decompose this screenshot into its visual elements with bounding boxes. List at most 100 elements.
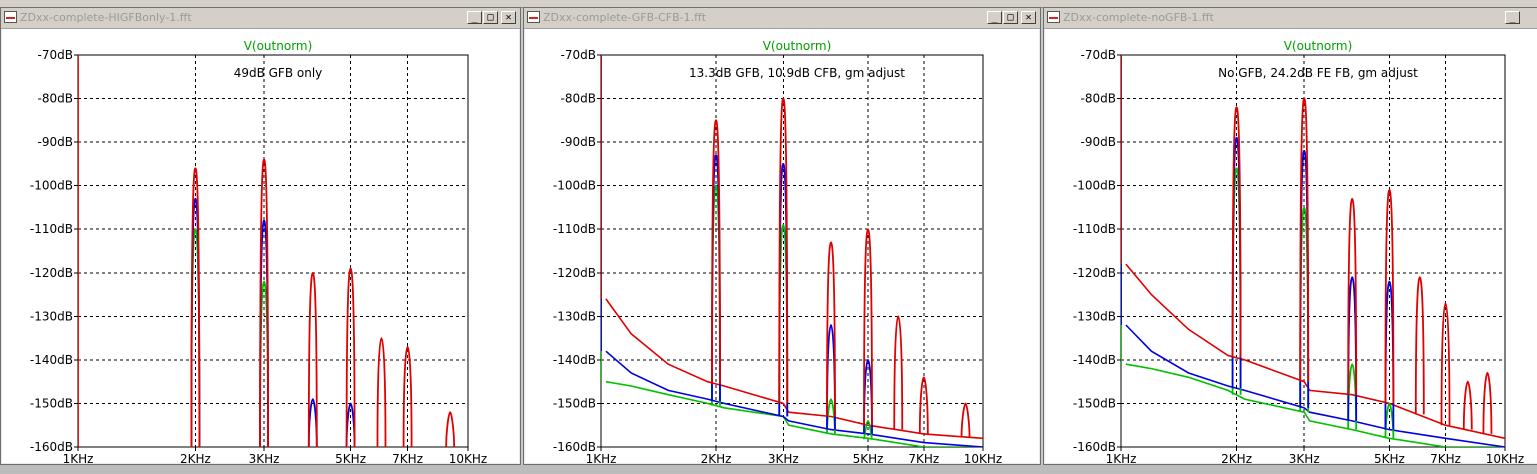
plot-traces [78, 55, 456, 447]
plot-traces [1121, 55, 1505, 447]
y-tick-label: -120dB [553, 266, 596, 280]
chart-annotation: 13.3dB GFB, 10.9dB CFB, gm adjust [689, 66, 905, 80]
chart-annotation: 49dB GFB only [234, 66, 323, 80]
peak-blue [307, 398, 318, 447]
x-tick-label: 7KHz [392, 452, 423, 463]
x-tick-label: 10KHz [1486, 452, 1524, 463]
x-tick-label: 7KHz [908, 452, 939, 463]
y-tick-label: -130dB [30, 309, 73, 323]
x-tick-label: 2KHz [701, 452, 732, 463]
close-icon[interactable]: ✕ [1021, 11, 1036, 24]
x-tick-label: 1KHz [1106, 452, 1137, 463]
minimize-icon[interactable]: _ [987, 11, 1002, 24]
y-tick-label: -70dB [1081, 48, 1116, 62]
y-tick-label: -100dB [30, 179, 73, 193]
fft-chart[interactable]: -70dB -80dB -90dB -100dB -110dB -120dB -130dB -… [1045, 29, 1537, 466]
y-tick-label: -80dB [1081, 92, 1116, 106]
desktop-background [0, 465, 1537, 474]
y-tick-label: -90dB [561, 135, 596, 149]
peak-red [1347, 197, 1358, 395]
window-titlebar[interactable]: ZDxx-complete-HIGFBonly-1.fft _ □ ✕ [1, 8, 520, 29]
fft-window-3[interactable]: ZDxx-complete-noGFB-1.fft _ -70dB -80dB -9… [1043, 7, 1537, 466]
y-tick-label: -80dB [561, 92, 596, 106]
plot-frame [77, 54, 469, 448]
y-tick-label: -140dB [1073, 353, 1116, 367]
minimize-icon[interactable]: _ [1505, 11, 1520, 24]
x-tick-label: 7KHz [1430, 452, 1461, 463]
plot-frame [1120, 54, 1506, 448]
peak-red [1299, 97, 1310, 382]
peak-red [190, 167, 201, 447]
y-tick-label: -110dB [30, 222, 73, 236]
y-tick-label: -150dB [30, 396, 73, 410]
fft-chart[interactable]: -70dB -80dB -90dB -100dB -110dB -120dB -130dB -… [2, 29, 519, 466]
y-tick-label: -150dB [553, 396, 596, 410]
window-title: ZDxx-complete-HIGFBonly-1.fft [20, 11, 192, 24]
y-tick-label: -100dB [553, 179, 596, 193]
fft-window-2[interactable]: ZDxx-complete-GFB-CFB-1.fft _ □ ✕ -70dB -… [523, 7, 1041, 466]
maximize-icon[interactable]: □ [1003, 11, 1018, 24]
close-icon[interactable]: ✕ [501, 11, 516, 24]
peak-red [1384, 189, 1395, 404]
peak-red [1414, 276, 1425, 415]
x-tick-label: 5KHz [853, 452, 884, 463]
plot-area[interactable]: -70dB -80dB -90dB -100dB -110dB -120dB -130dB -… [525, 29, 1039, 466]
plot-area[interactable]: -70dB -80dB -90dB -100dB -110dB -120dB -130dB -… [1045, 29, 1537, 466]
y-tick-label: -160dB [553, 440, 596, 454]
peak-red [778, 97, 789, 404]
chart-title: V(outnorm) [1284, 39, 1353, 53]
peak-red [1440, 302, 1451, 426]
fft-chart[interactable]: -70dB -80dB -90dB -100dB -110dB -120dB -130dB -… [525, 29, 1039, 466]
window-title: ZDxx-complete-noGFB-1.fft [1063, 11, 1214, 24]
chart-annotation: No GFB, 24.2dB FE FB, gm adjust [1218, 66, 1418, 80]
y-tick-label: -140dB [553, 353, 596, 367]
y-tick-label: -100dB [1073, 179, 1116, 193]
plot-area[interactable]: -70dB -80dB -90dB -100dB -110dB -120dB -130dB -… [2, 29, 519, 466]
y-tick-label: -130dB [1073, 309, 1116, 323]
x-tick-label: 3KHz [768, 452, 799, 463]
noise-floor-red [1125, 263, 1505, 440]
x-tick-label: 10KHz [449, 452, 487, 463]
plot-traces [601, 55, 983, 447]
y-tick-label: -70dB [561, 48, 596, 62]
y-tick-label: -120dB [30, 266, 73, 280]
x-tick-label: 3KHz [1289, 452, 1320, 463]
window-titlebar[interactable]: ZDxx-complete-GFB-CFB-1.fft _ □ ✕ [524, 8, 1040, 29]
noise-floor-blue [1125, 324, 1505, 447]
y-tick-label: -80dB [38, 92, 73, 106]
fft-window-1[interactable]: ZDxx-complete-HIGFBonly-1.fft _ □ ✕ -70d… [0, 7, 521, 466]
peak-red [1462, 380, 1473, 430]
peak-red [1231, 106, 1242, 358]
y-tick-label: -90dB [38, 135, 73, 149]
y-tick-label: -110dB [553, 222, 596, 236]
x-tick-label: 10KHz [964, 452, 1002, 463]
peak-red [960, 402, 971, 437]
fft-window-icon [4, 11, 17, 23]
peak-red [918, 376, 929, 434]
x-tick-label: 1KHz [586, 452, 617, 463]
x-tick-label: 1KHz [63, 452, 94, 463]
peak-red [445, 411, 456, 447]
peak-red [307, 271, 318, 447]
window-titlebar[interactable]: ZDxx-complete-noGFB-1.fft _ [1044, 8, 1537, 29]
y-tick-label: -160dB [1073, 440, 1116, 454]
peak-red [376, 337, 387, 447]
noise-floor-red [605, 298, 983, 440]
chart-title: V(outnorm) [763, 39, 832, 53]
fft-window-icon [527, 11, 540, 23]
x-tick-label: 2KHz [1221, 452, 1252, 463]
y-tick-label: -140dB [30, 353, 73, 367]
peak-red [863, 228, 873, 426]
peak-red [893, 315, 904, 430]
x-tick-label: 3KHz [249, 452, 280, 463]
x-tick-label: 5KHz [335, 452, 366, 463]
chart-title: V(outnorm) [244, 39, 313, 53]
y-tick-label: -90dB [1081, 135, 1116, 149]
minimize-icon[interactable]: _ [467, 11, 482, 24]
peak-green [863, 419, 873, 440]
y-tick-label: -120dB [1073, 266, 1116, 280]
noise-floor-blue [605, 350, 983, 447]
maximize-icon[interactable]: □ [483, 11, 498, 24]
y-tick-label: -130dB [553, 309, 596, 323]
peak-red [345, 267, 356, 447]
